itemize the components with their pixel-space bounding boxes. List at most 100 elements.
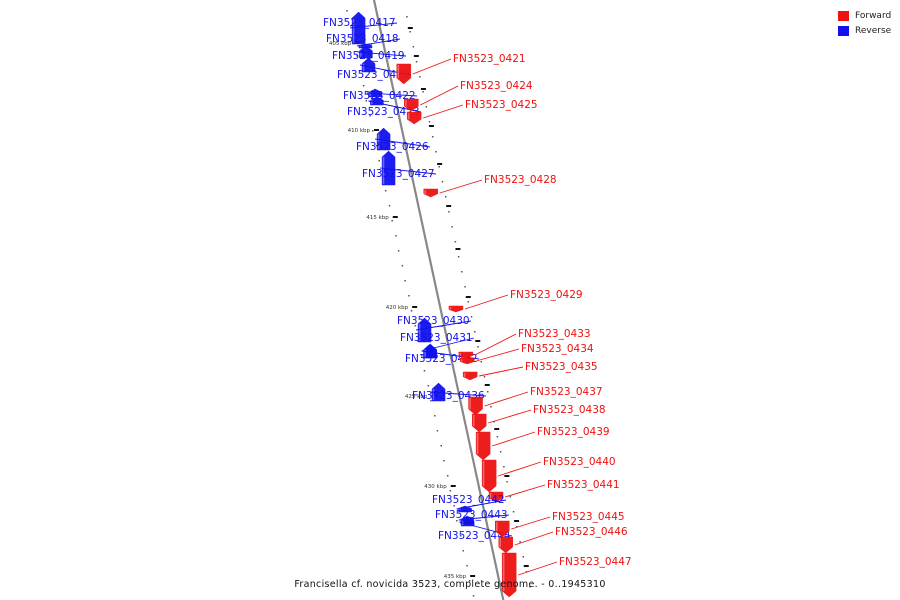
minor-tick [466,565,468,567]
minor-tick [480,361,483,363]
gene-leader-line [412,58,452,75]
gene-leader-line [366,92,418,97]
major-tick [437,163,443,165]
gene-leader-line [439,179,483,194]
major-tick [470,575,476,577]
gene-arrow-fn3523-0439 [475,431,491,461]
minor-tick [493,421,495,423]
gene-label: FN3523_0424 [460,80,533,92]
minor-tick [404,280,406,282]
minor-tick [409,31,411,33]
reverse-swatch-icon [838,25,849,36]
gene-label: FN3523_0439 [537,426,610,438]
minor-tick [446,475,449,477]
gene-leader-line [421,350,480,360]
gene-arrow-fn3523-0444 [460,517,475,527]
minor-tick [365,100,368,102]
minor-tick [474,331,476,333]
gene-label: FN3523_0436 [412,390,485,402]
minor-tick [388,205,391,207]
minor-tick [472,595,475,597]
gene-label: FN3523_0442 [432,494,505,506]
minor-tick [459,535,462,537]
gene-leader-line [514,531,554,546]
gene-arrow-fn3523-0437 [468,396,483,416]
gene-label: FN3523_0423 [347,106,420,118]
minor-tick [462,550,465,552]
major-tick [494,428,500,430]
minor-tick [464,286,466,288]
gene-leader-line [422,104,464,119]
gene-arrow-fn3523-0433 [458,351,474,359]
major-tick [428,125,434,127]
minor-tick [453,505,455,507]
gene-label: FN3523_0433 [518,328,591,340]
minor-tick [410,310,413,312]
gene-leader-line [464,294,509,310]
gene-label: FN3523_0425 [465,99,538,111]
gene-arrow-fn3523-0436 [431,382,446,402]
minor-tick [406,16,408,18]
gene-arrow-fn3523-0447 [501,552,517,598]
legend-item-reverse: Reverse [838,23,891,38]
minor-tick [509,496,512,498]
gene-arrow-fn3523-0446 [498,536,513,554]
minor-tick [391,220,393,222]
gene-label: FN3523_0446 [555,526,628,538]
gene-leader-line [484,391,529,407]
minor-tick [456,520,458,522]
gene-leader-line [430,391,487,397]
major-tick [465,296,471,298]
gene-label: FN3523_0429 [510,289,583,301]
gene-leader-line [375,138,431,148]
minor-tick [516,526,518,528]
gene-label: FN3523_0422 [343,90,416,102]
gene-leader-line [474,333,517,356]
minor-tick [443,460,445,462]
gene-arrow-fn3523-0429 [448,305,464,313]
minor-tick [457,256,460,258]
gene-arrow-fn3523-0432 [423,343,437,359]
gene-leader-line [511,516,551,530]
gene-arrow-fn3523-0417 [351,11,366,45]
gene-arrow-fn3523-0421 [396,63,412,85]
gene-label: FN3523_0441 [547,479,620,491]
gene-label: FN3523_0419 [332,50,405,62]
major-tick [374,129,380,131]
major-tick [412,306,418,308]
gene-label: FN3523_0445 [552,511,625,523]
gene-leader-line [415,320,472,331]
gene-label: FN3523_0417 [323,17,396,29]
minor-tick [499,451,502,453]
scale-tick-label: 420 kbp [386,305,409,311]
gene-leader-line [491,431,536,447]
scale-tick-label: 425 kbp [405,394,428,400]
gene-arrow-fn3523-0419 [359,45,373,59]
major-tick [392,216,398,218]
minor-tick [346,10,348,12]
minor-tick [375,145,378,147]
gene-arrow-fn3523-0422 [368,88,382,98]
genome-backbone [372,0,505,600]
minor-tick [427,385,430,387]
gene-label: FN3523_0418 [326,33,399,45]
gene-arrow-fn3523-0434 [459,357,475,365]
minor-tick [434,415,436,417]
major-tick [446,205,452,207]
gene-arrow-fn3523-0441 [488,491,504,503]
minor-tick [486,391,489,393]
minor-tick [414,325,417,327]
gene-label: FN3523_0438 [533,404,606,416]
minor-tick [528,586,531,588]
genome-caption: Francisella cf. novicida 3523, complete … [294,579,606,590]
minor-tick [496,436,499,438]
gene-label: FN3523_0434 [521,343,594,355]
gene-arrow-fn3523-0430 [417,317,432,343]
major-tick [455,248,461,250]
major-tick [413,55,419,57]
major-tick [514,520,520,522]
gene-label: FN3523_0428 [484,174,557,186]
gene-label: FN3523_0430 [397,315,470,327]
minor-tick [372,130,374,132]
